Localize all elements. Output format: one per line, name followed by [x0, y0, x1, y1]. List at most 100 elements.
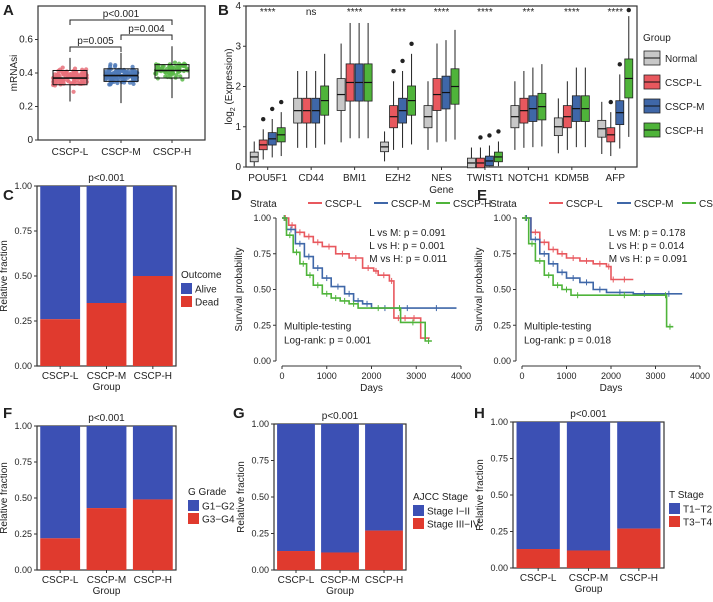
logrank-label: Log-rank: p = 0.001: [284, 335, 371, 346]
significance-label: ns: [306, 7, 317, 18]
x-tick-label: AFP: [606, 173, 626, 184]
panel-label: B: [218, 2, 229, 19]
legend-label: CSCP-L: [325, 199, 362, 210]
data-point: [178, 74, 183, 79]
y-tick-label: 0.4: [19, 68, 33, 79]
data-point: [104, 75, 109, 80]
chart-title: p<0.001: [322, 411, 359, 422]
bar-segment: [365, 530, 403, 570]
legend-title: AJCC Stage: [413, 492, 468, 503]
panel-g: p<0.001 0.00 0.25 0.50 0.75 1.00 Relative frac…: [236, 411, 480, 597]
bar-segment: [40, 426, 81, 539]
x-tick-label: KDM5B: [555, 173, 590, 184]
y-tick-label: 0.00: [251, 565, 269, 575]
panel-c: p<0.001 0.00 0.25 0.50 0.75 1.00 Relative frac…: [0, 173, 222, 393]
bar-segment: [365, 424, 403, 531]
survival-curve: [522, 217, 634, 281]
panel-label: F: [3, 405, 12, 422]
legend-label: Normal: [665, 54, 697, 65]
data-point: [131, 81, 136, 87]
y-tick-label: 2: [235, 82, 241, 93]
panel-label: C: [3, 187, 14, 204]
outlier-point: [626, 7, 631, 13]
outlier-point: [478, 135, 483, 140]
x-axis-label: Days: [600, 383, 623, 394]
data-point: [69, 73, 74, 78]
x-tick-label: EZH2: [385, 173, 411, 184]
pairwise-pvalue: L vs H: p = 0.014: [609, 241, 685, 252]
data-point: [63, 70, 68, 75]
data-point: [114, 69, 119, 74]
bar-segment: [86, 426, 127, 509]
bar-segment: [566, 550, 611, 568]
y-tick-label: 0.75: [490, 454, 508, 464]
x-tick-label: 3000: [406, 371, 426, 381]
plot-frame: [245, 5, 638, 168]
logrank-label: Log-rank: p = 0.018: [524, 335, 611, 346]
bar-segment: [40, 538, 81, 570]
y-tick-label: 0.50: [14, 271, 32, 281]
panel-label: D: [231, 187, 242, 204]
x-tick-label: CSCP-M: [569, 573, 608, 584]
significance-label: ****: [564, 7, 580, 18]
y-tick-label: 3: [235, 41, 241, 52]
bar-segment: [40, 319, 81, 366]
significance-label: p=0.005: [77, 36, 114, 47]
outlier-point: [270, 106, 275, 112]
pairwise-pvalue: M vs H: p = 0.091: [609, 254, 688, 265]
y-tick-label: 0: [235, 162, 241, 173]
pairwise-pvalue: L vs M: p = 0.178: [609, 228, 686, 239]
outlier-point: [400, 58, 405, 64]
legend-swatch: [669, 516, 680, 527]
chart-title: p<0.001: [88, 173, 125, 184]
x-tick-label: CSCP-M: [87, 575, 126, 586]
y-tick-label: 0.25: [14, 529, 32, 539]
y-axis-label: Relative fraction: [0, 240, 10, 312]
data-point: [72, 66, 78, 71]
bar-segment: [132, 426, 173, 500]
bar-segment: [516, 422, 560, 550]
outlier-point: [617, 62, 622, 67]
outlier-point: [409, 41, 414, 46]
bar-segment: [132, 186, 173, 276]
x-axis-label: Days: [360, 383, 383, 394]
y-axis-label: mRNAsi: [9, 55, 20, 92]
y-axis-label: Survival probability: [474, 248, 485, 332]
y-tick-label: 1: [235, 122, 241, 133]
x-axis-label: Group: [93, 382, 121, 393]
legend-label: CSCP-H: [453, 199, 491, 210]
x-tick-label: POU5F1: [248, 173, 287, 184]
y-tick-label: 0.50: [251, 492, 269, 502]
pairwise-pvalue: L vs H: p = 0.001: [369, 241, 445, 252]
data-point: [111, 79, 116, 84]
legend-swatch: [669, 503, 680, 514]
outlier-point: [608, 99, 613, 105]
significance-label: ****: [607, 7, 623, 18]
y-tick-label: 0.50: [14, 493, 32, 503]
y-axis-label: Relative fraction: [0, 462, 10, 534]
x-tick-label: 0: [519, 371, 524, 381]
y-tick-label: 0.2: [19, 102, 33, 113]
bar-segment: [132, 276, 173, 366]
x-tick-label: CSCP-L: [42, 371, 79, 382]
x-tick-label: CSCP-H: [134, 371, 172, 382]
significance-label: ****: [390, 7, 406, 18]
legend-label: Stage I−II: [427, 507, 470, 518]
y-axis-label: Relative fraction: [475, 459, 486, 531]
legend-label: CSCP-L: [665, 78, 702, 89]
data-point: [65, 78, 70, 83]
y-tick-label: 0.00: [14, 361, 32, 371]
legend-label: Dead: [195, 298, 219, 309]
y-axis-label: Survival probability: [234, 248, 245, 332]
test-label: Multiple-testing: [284, 321, 351, 332]
significance-bracket: [69, 46, 122, 52]
x-tick-label: CSCP-L: [278, 575, 315, 586]
legend-label: T3−T4: [683, 518, 713, 529]
data-point: [172, 60, 178, 65]
x-tick-label: 4000: [451, 371, 471, 381]
x-tick-label: 2000: [601, 371, 621, 381]
x-tick-label: TWIST1: [467, 173, 504, 184]
data-point: [79, 81, 84, 87]
bar-segment: [40, 186, 81, 320]
